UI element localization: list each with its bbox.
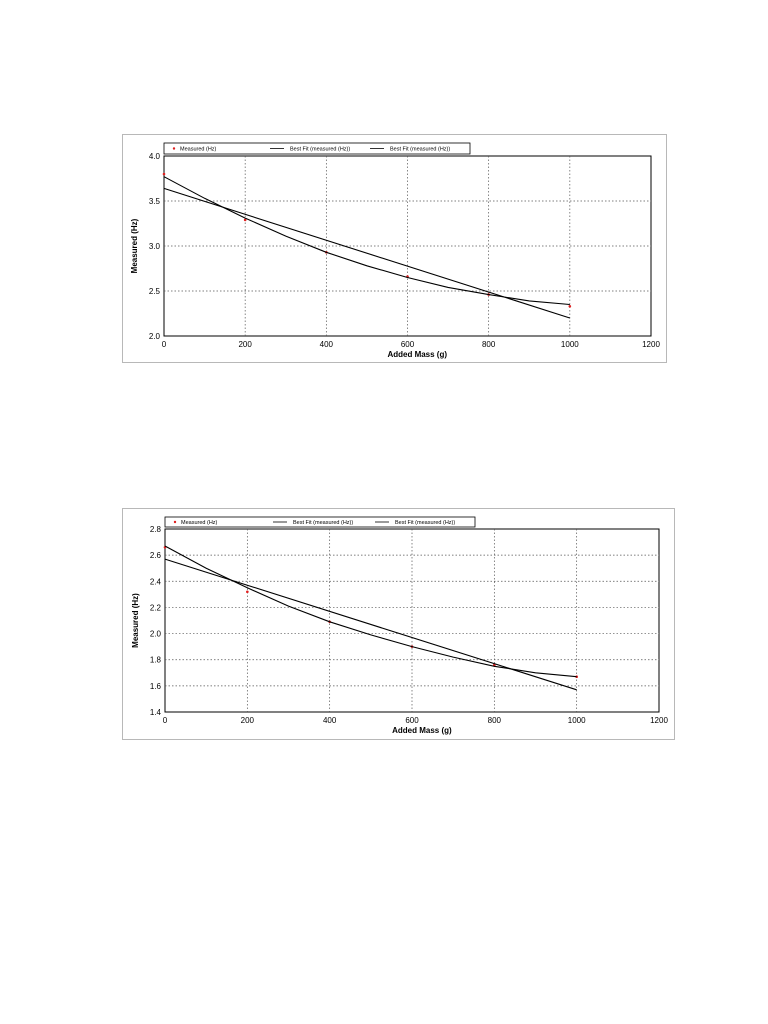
chart-2-svg: 0 200 400 600 800 1000 1200 1.4 1.6 1.8 2.0 2.2 2.4 2…	[131, 516, 668, 735]
y-tick-label: 2.0	[149, 332, 161, 341]
y-tick-label: 1.8	[150, 656, 162, 665]
y-tick-label: 2.0	[150, 630, 162, 639]
legend-box	[164, 516, 476, 528]
x-tick-label: 400	[320, 340, 334, 349]
x-tick-label: 0	[162, 340, 167, 349]
y-tick-label: 4.0	[149, 152, 161, 161]
x-axis-label: Added Mass (g)	[387, 350, 447, 359]
x-tick-label: 200	[241, 716, 255, 725]
legend-entry: Best Fit (measured (Hz))	[290, 147, 350, 153]
y-tick-label: 2.8	[150, 525, 162, 534]
y-tick-label: 2.2	[150, 603, 162, 612]
x-tick-label: 1000	[561, 340, 579, 349]
legend: Measured (Hz) Best Fit (measured (Hz)) Bes…	[164, 516, 476, 528]
fit-line	[164, 558, 577, 691]
x-tick-label: 1000	[568, 716, 586, 725]
y-tick-label: 1.6	[150, 682, 162, 691]
x-tick-label: 600	[401, 340, 415, 349]
data-point	[162, 172, 166, 176]
y-axis-label: Measured (Hz)	[130, 218, 139, 273]
legend: Measured (Hz) Best Fit (measured (Hz)) Bes…	[163, 142, 471, 155]
x-tick-label: 800	[482, 340, 496, 349]
x-tick-label: 400	[323, 716, 337, 725]
legend-entry: Measured (Hz)	[180, 147, 217, 153]
y-tick-label: 2.4	[150, 577, 162, 586]
data-point	[243, 218, 247, 222]
x-tick-label: 600	[405, 716, 419, 725]
data-point	[246, 590, 249, 594]
y-tick-label: 2.6	[150, 551, 162, 560]
y-tick-label: 2.5	[149, 287, 161, 296]
legend-entry: Measured (Hz)	[181, 520, 218, 526]
data-point	[568, 305, 572, 308]
x-tick-label: 200	[238, 340, 252, 349]
legend-marker	[173, 520, 177, 524]
legend-marker	[172, 147, 176, 150]
chart-2: 0 200 400 600 800 1000 1200 1.4 1.6 1.8 2.0 2.2 2.4 2…	[122, 508, 675, 740]
legend-box	[163, 142, 471, 155]
x-axis-label: Added Mass (g)	[392, 726, 452, 735]
x-tick-label: 0	[163, 716, 168, 725]
y-tick-label: 1.4	[150, 708, 162, 717]
chart-1-svg: 0 200 400 600 800 1000 1200 2.0 2.5 3.0 3.5 4.0 Adde…	[130, 142, 660, 359]
x-tick-label: 800	[488, 716, 502, 725]
fit-line	[163, 187, 570, 319]
x-tick-label: 1200	[650, 716, 668, 725]
chart-1: 0 200 400 600 800 1000 1200 2.0 2.5 3.0 3.5 4.0 Adde…	[122, 134, 667, 363]
y-axis-label: Measured (Hz)	[131, 593, 140, 648]
legend-entry: Best Fit (measured (Hz))	[390, 147, 450, 153]
legend-entry: Best Fit (measured (Hz))	[395, 520, 455, 526]
x-tick-label: 1200	[642, 340, 660, 349]
y-tick-label: 3.5	[149, 197, 161, 206]
legend-entry: Best Fit (measured (Hz))	[293, 520, 353, 526]
y-tick-label: 3.0	[149, 242, 161, 251]
